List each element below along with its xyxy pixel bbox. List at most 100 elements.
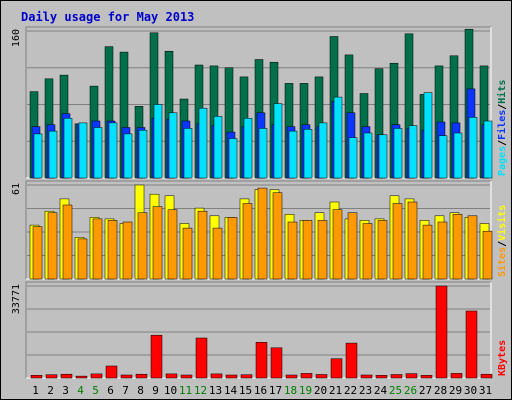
bar-pages-day-12 <box>198 107 208 179</box>
bar-sites-day-2 <box>47 212 58 280</box>
bar-sites-day-22 <box>347 212 358 280</box>
chart-title: Daily usage for May 2013 <box>21 10 194 24</box>
x-tick-label-day-5: 5 <box>92 384 99 397</box>
bar-kbytes-day-10 <box>165 373 178 379</box>
x-tick-label-day-15: 15 <box>239 384 252 397</box>
x-tick-label-day-17: 17 <box>269 384 282 397</box>
bar-sites-day-1 <box>32 226 43 280</box>
bar-sites-day-7 <box>122 221 133 280</box>
bar-sites-day-24 <box>377 220 388 280</box>
bar-kbytes-day-26 <box>405 373 418 379</box>
bar-kbytes-day-29 <box>450 373 463 379</box>
bar-kbytes-day-9 <box>150 334 163 379</box>
x-tick-label-day-9: 9 <box>152 384 159 397</box>
x-tick-label-day-25: 25 <box>389 384 402 397</box>
bar-sites-day-27 <box>422 224 433 280</box>
panel-bottom: 33771 KBytes <box>11 281 508 379</box>
bar-kbytes-day-28 <box>435 285 448 379</box>
bar-kbytes-day-31 <box>480 373 493 379</box>
bar-kbytes-day-8 <box>135 373 148 379</box>
x-tick-label-day-4: 4 <box>77 384 84 397</box>
x-tick-label-day-20: 20 <box>314 384 327 397</box>
x-tick-label-day-13: 13 <box>209 384 222 397</box>
x-tick-label-day-30: 30 <box>464 384 477 397</box>
bar-sites-day-10 <box>167 209 178 280</box>
bar-pages-day-9 <box>153 104 163 179</box>
legend-entry: Hits <box>496 80 508 104</box>
bar-kbytes-day-23 <box>360 374 373 379</box>
bar-pages-day-7 <box>123 133 133 179</box>
bar-sites-day-23 <box>362 223 373 280</box>
legend-entry: Visits <box>496 205 508 241</box>
bar-kbytes-day-12 <box>195 337 208 379</box>
bar-kbytes-day-17 <box>270 347 283 379</box>
bar-kbytes-day-30 <box>465 310 478 379</box>
bar-pages-day-11 <box>183 128 193 179</box>
bar-pages-day-5 <box>93 127 103 179</box>
x-tick-label-day-22: 22 <box>344 384 357 397</box>
legend-middle: Sites/Visits <box>496 205 508 277</box>
bar-sites-day-29 <box>452 214 463 280</box>
legend-entry: Sites <box>496 247 508 277</box>
y-max-label: 61 <box>11 183 22 195</box>
bar-sites-day-20 <box>317 220 328 280</box>
bar-pages-day-17 <box>273 103 283 179</box>
bar-kbytes-day-4 <box>75 375 88 379</box>
bar-pages-day-14 <box>228 138 238 179</box>
x-tick-label-day-12: 12 <box>194 384 207 397</box>
bar-pages-day-1 <box>33 133 43 179</box>
bar-sites-day-28 <box>437 221 448 280</box>
bar-kbytes-day-20 <box>315 374 328 379</box>
x-tick-label-day-21: 21 <box>329 384 342 397</box>
panel-middle: 61 Sites/Visits <box>11 180 508 280</box>
bar-sites-day-3 <box>62 204 73 280</box>
x-tick-label-day-24: 24 <box>374 384 388 397</box>
bar-pages-day-20 <box>318 122 328 179</box>
legend-entry: / <box>497 140 508 146</box>
bar-kbytes-day-2 <box>45 374 58 379</box>
bar-pages-day-29 <box>453 132 463 179</box>
legend-entry: Files <box>496 110 508 140</box>
bar-pages-day-8 <box>138 129 148 179</box>
bar-pages-day-25 <box>393 128 403 179</box>
legend-entry: / <box>497 241 508 247</box>
bar-pages-day-31 <box>483 120 493 179</box>
x-tick-label-day-29: 29 <box>449 384 462 397</box>
bar-sites-day-9 <box>152 206 163 280</box>
x-tick-label-day-18: 18 <box>284 384 297 397</box>
bar-sites-day-5 <box>92 218 103 280</box>
x-tick-label-day-26: 26 <box>404 384 417 397</box>
bar-sites-day-16 <box>257 187 268 280</box>
x-tick-label-day-31: 31 <box>479 384 492 397</box>
bar-sites-day-18 <box>287 221 298 280</box>
bar-sites-day-11 <box>182 227 193 280</box>
bar-pages-day-13 <box>213 116 223 179</box>
x-tick-label-day-23: 23 <box>359 384 372 397</box>
x-tick-label-day-6: 6 <box>107 384 114 397</box>
bar-pages-day-15 <box>243 118 253 179</box>
bar-kbytes-day-6 <box>105 365 118 379</box>
bar-pages-day-2 <box>48 130 58 179</box>
x-tick-label-day-1: 1 <box>32 384 39 397</box>
bar-kbytes-day-24 <box>375 375 388 379</box>
bar-kbytes-day-14 <box>225 374 238 379</box>
bar-kbytes-day-16 <box>255 342 268 379</box>
bar-pages-day-3 <box>63 118 73 179</box>
bar-kbytes-day-13 <box>210 373 223 379</box>
x-tick-label-day-14: 14 <box>224 384 238 397</box>
bar-pages-day-30 <box>468 117 478 179</box>
legend-entry: Pages <box>497 146 508 176</box>
bar-pages-day-27 <box>423 92 433 179</box>
bar-sites-day-12 <box>197 210 208 280</box>
x-tick-label-day-16: 16 <box>254 384 267 397</box>
x-tick-label-day-11: 11 <box>179 384 192 397</box>
bar-kbytes-day-18 <box>285 374 298 379</box>
bar-kbytes-day-15 <box>240 374 253 379</box>
y-max-label: 33771 <box>11 284 22 314</box>
bar-pages-day-24 <box>378 134 388 179</box>
bar-sites-day-25 <box>392 203 403 280</box>
bar-sites-day-8 <box>137 212 148 280</box>
bar-sites-day-21 <box>332 209 343 280</box>
